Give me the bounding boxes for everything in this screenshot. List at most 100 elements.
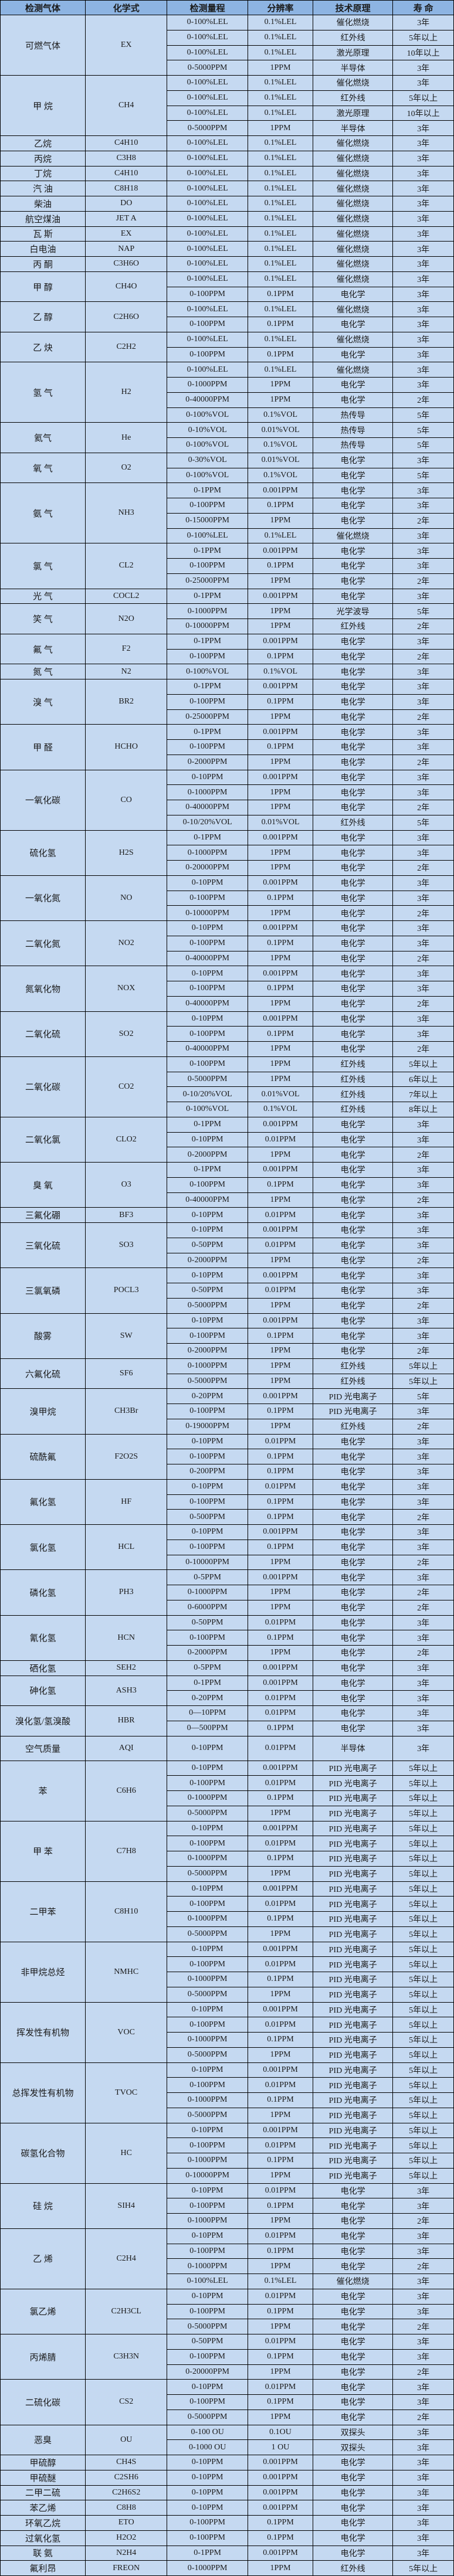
lifetime-cell: 3年 xyxy=(392,2394,454,2410)
lifetime-cell: 2年 xyxy=(392,2409,454,2425)
table-row: 0-1000PPM 0.1PPM PID 光电离子 5年以上 xyxy=(1,2032,454,2048)
technology-cell: 电化学 xyxy=(313,573,394,589)
range-cell: 0-1PPM xyxy=(167,482,248,498)
technology-cell: PID 光电离子 xyxy=(313,2153,394,2169)
technology-cell: 电化学 xyxy=(313,830,394,846)
range-cell: 0-5PPM xyxy=(167,1569,248,1585)
table-row: 0-100PPM 0.1PPM 电化学 3年 xyxy=(1,981,454,997)
formula-cell: C6H6 xyxy=(85,1760,168,1821)
technology-cell: 电化学 xyxy=(313,2409,394,2425)
range-cell: 0-100PPM xyxy=(167,2515,248,2531)
resolution-cell: 0.001PPM xyxy=(247,2500,314,2516)
range-cell: 0-1PPM xyxy=(167,543,248,559)
formula-cell: OU xyxy=(85,2424,168,2455)
resolution-cell: 0.01PPM xyxy=(247,2077,314,2093)
resolution-cell: 0.001PPM xyxy=(247,1313,314,1329)
gas-name-cell: 氮氧化物 xyxy=(0,966,86,1012)
table-header: 检测气体 化学式 检测量程 分辨率 技术原理 寿 命 xyxy=(0,0,454,15)
formula-cell: CO xyxy=(85,769,168,831)
formula-cell: HF xyxy=(85,1479,168,1525)
resolution-cell: 0.1%LEL xyxy=(247,45,314,61)
technology-cell: 电化学 xyxy=(313,1207,394,1223)
range-cell: 0-40000PPM xyxy=(167,392,248,408)
range-cell: 0-5000PPM xyxy=(167,2319,248,2334)
resolution-cell: 0.1%LEL xyxy=(247,75,314,91)
resolution-cell: 1PPM xyxy=(247,784,314,800)
range-cell: 0-10PPM xyxy=(167,2001,248,2018)
lifetime-cell: 5年以上 xyxy=(392,1790,454,1806)
lifetime-cell: 3年 xyxy=(392,377,454,393)
gas-name-cell: 苯乙烯 xyxy=(0,2500,86,2516)
table-row: 光 气 COCL2 0-1PPM 0.001PPM 电化学 3年 xyxy=(0,588,454,604)
lifetime-cell: 5年以上 xyxy=(392,2062,454,2078)
range-cell: 0-1000 OU xyxy=(167,2439,248,2455)
technology-cell: PID 光电离子 xyxy=(313,1820,394,1837)
technology-cell: PID 光电离子 xyxy=(313,2092,394,2108)
gas-name-cell: 一氧化碳 xyxy=(0,769,86,831)
gas-name-cell: 硅 烷 xyxy=(0,2183,86,2229)
table-row: 0-100PPM 0.1PPM 电化学 3年 xyxy=(1,1630,454,1646)
resolution-cell: 0.1PPM xyxy=(247,2515,314,2531)
lifetime-cell: 3年 xyxy=(392,920,454,936)
lifetime-cell: 3年 xyxy=(392,784,454,800)
resolution-cell: 0.001PPM xyxy=(247,1941,314,1958)
lifetime-cell: 3年 xyxy=(392,694,454,710)
lifetime-cell: 3年 xyxy=(392,2349,454,2365)
resolution-cell: 0.1%LEL xyxy=(247,528,314,544)
technology-cell: 电化学 xyxy=(313,2288,394,2305)
resolution-cell: 1PPM xyxy=(247,1056,314,1072)
formula-cell: HBR xyxy=(85,1705,168,1736)
technology-cell: 电化学 xyxy=(313,1237,394,1253)
resolution-cell: 0.1%LEL xyxy=(247,15,314,30)
table-row: 恶臭 OU 0-100 OU 0.1OU 双探头 3年 xyxy=(0,2424,454,2455)
technology-cell: PID 光电离子 xyxy=(313,1926,394,1942)
technology-cell: PID 光电离子 xyxy=(313,2137,394,2153)
range-cell: 0-100%VOL xyxy=(167,467,248,484)
technology-cell: PID 光电离子 xyxy=(313,2001,394,2018)
technology-cell: PID 光电离子 xyxy=(313,2062,394,2078)
table-row: 氯化氢 HCL 0-10PPM 0.001PPM 电化学 3年 xyxy=(0,1524,454,1571)
range-cell: 0-1000PPM xyxy=(167,845,248,861)
range-cell: 0-1PPM xyxy=(167,1162,248,1178)
resolution-cell: 0.1%LEL xyxy=(247,241,314,257)
range-cell: 0-100PPM xyxy=(167,1494,248,1510)
resolution-cell: 0.1PPM xyxy=(247,558,314,574)
range-cell: 0-1000PPM xyxy=(167,603,248,619)
lifetime-cell: 3年 xyxy=(392,679,454,695)
gas-name-cell: 甲 苯 xyxy=(0,1820,86,1882)
technology-cell: 电化学 xyxy=(313,648,394,665)
table-row: 硫化氢 H2S 0-1PPM 0.001PPM 电化学 3年 xyxy=(0,830,454,876)
table-row: 0-5000PPM 1PPM PID 光电离子 5年以上 xyxy=(1,1926,454,1942)
lifetime-cell: 3年 xyxy=(392,588,454,604)
lifetime-cell: 3年 xyxy=(392,498,454,514)
range-cell: 0-10PPM xyxy=(167,875,248,891)
table-row: 0-15000PPM 1PPM 电化学 2年 xyxy=(1,512,454,529)
table-row: 0-5000PPM 1PPM 电化学 2年 xyxy=(1,1297,454,1314)
range-cell: 0-19000PPM xyxy=(167,1418,248,1435)
table-row: 0-5000PPM 1PPM 电化学 2年 xyxy=(1,2409,454,2425)
lifetime-cell: 3年 xyxy=(392,1494,454,1510)
gas-name-cell: 空气质量 xyxy=(0,1735,86,1761)
lifetime-cell: 5年以上 xyxy=(392,2001,454,2018)
table-row: 0-100PPM 0.1PPM 电化学 3年 xyxy=(1,890,454,906)
resolution-cell: 0.001PPM xyxy=(247,588,314,604)
range-cell: 0-1000PPM xyxy=(167,2092,248,2108)
table-row: 0-2000PPM 1PPM 电化学 2年 xyxy=(1,754,454,770)
range-cell: 0-40000PPM xyxy=(167,950,248,967)
range-cell: 0-5000PPM xyxy=(167,1986,248,2003)
formula-cell: CLO2 xyxy=(85,1116,168,1163)
range-cell: 0-6000PPM xyxy=(167,1599,248,1616)
lifetime-cell: 5年以上 xyxy=(392,1956,454,1972)
technology-cell: 电化学 xyxy=(313,875,394,891)
range-cell: 0-100PPM xyxy=(167,2198,248,2214)
table-row: 甲硫醇 CH4S 0-10PPM 0.001PPM 电化学 3年 xyxy=(0,2455,454,2470)
resolution-cell: 1PPM xyxy=(247,1926,314,1942)
resolution-cell: 0.001PPM xyxy=(247,1011,314,1027)
lifetime-cell: 3年 xyxy=(392,2273,454,2289)
resolution-cell: 0.01PPM xyxy=(247,2288,314,2305)
resolution-cell: 0.1PPM xyxy=(247,1911,314,1927)
gas-name-cell: 六氟化硫 xyxy=(0,1358,86,1389)
lifetime-cell: 3年 xyxy=(392,2530,454,2546)
lifetime-cell: 5年以上 xyxy=(392,1865,454,1882)
range-cell: 0-100%LEL xyxy=(167,75,248,91)
